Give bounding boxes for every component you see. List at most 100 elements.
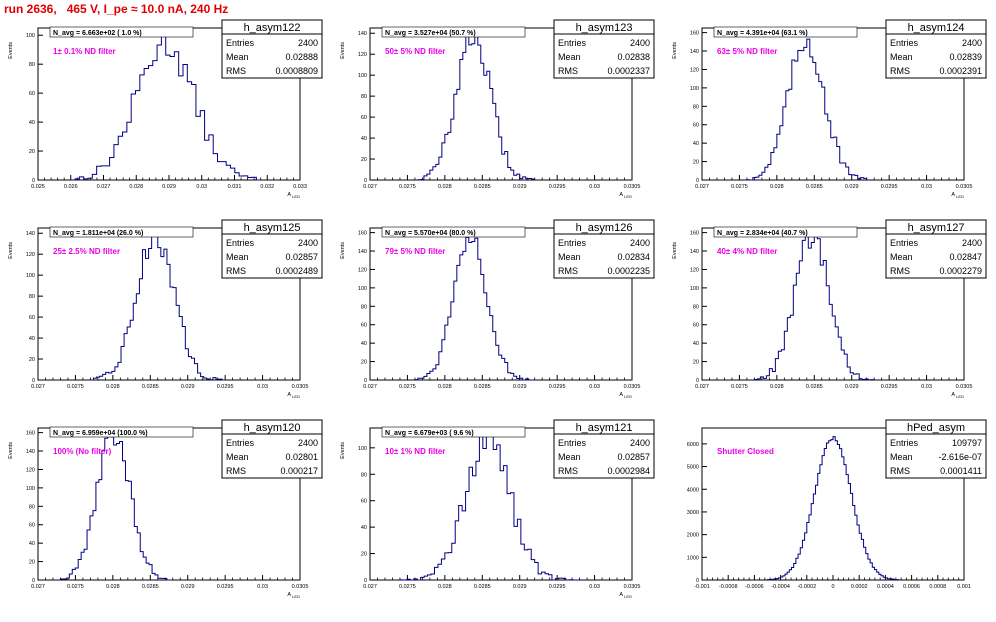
y-tick-label: 120 [26, 252, 35, 258]
stats-key-rms: RMS [226, 66, 246, 76]
stats-key-mean: Mean [558, 52, 581, 62]
histogram-h-asym123: 0.027 0.0275 0.028 0.0285 0.029 0.0295 0.03 0.0… [340, 19, 655, 199]
histogram-h-asym121: 0.027 0.0275 0.028 0.0285 0.029 0.0295 0.03 0.0… [340, 419, 655, 599]
x-tick-label: 0.0275 [399, 384, 416, 390]
pad-3: 0.027 0.0275 0.028 0.0285 0.029 0.0295 0.03 0.0… [664, 19, 996, 220]
stats-value-entries: 2400 [962, 38, 982, 48]
x-tick-label: 0.0305 [624, 384, 641, 390]
x-tick-label: -0.0008 [719, 584, 738, 590]
x-tick-label: 0.029 [181, 384, 195, 390]
x-tick-label: 0.027 [31, 384, 45, 390]
filter-label: 100% (No filter) [53, 447, 112, 456]
x-tick-label: 0.029 [845, 384, 859, 390]
stats-box [885, 219, 987, 279]
y-tick-label: 100 [26, 273, 35, 279]
stats-box [885, 19, 987, 79]
x-tick-label: 0 [831, 584, 834, 590]
stats-key-mean: Mean [890, 452, 913, 462]
stats-value-entries: 2400 [298, 238, 318, 248]
x-tick-label: 0.03 [257, 584, 268, 590]
stats-value-entries: 2400 [962, 238, 982, 248]
pad-6: 0.027 0.0275 0.028 0.0285 0.029 0.0295 0.03 0.0… [664, 219, 996, 420]
y-tick-label: 100 [358, 73, 367, 79]
x-tick-label: 0.0305 [956, 384, 973, 390]
x-tick-label: 0.027 [363, 584, 377, 590]
y-tick-label: 20 [361, 157, 367, 163]
filter-label: 10± 1% ND filter [385, 447, 445, 456]
y-tick-label: 60 [693, 123, 699, 129]
x-tick-label: 0.0305 [956, 184, 973, 190]
x-tick-label: 0.028 [129, 184, 143, 190]
histogram-h-asym120: 0.027 0.0275 0.028 0.0285 0.029 0.0295 0.03 0.0… [8, 419, 323, 599]
stats-value-mean: 0.02834 [617, 252, 650, 262]
y-tick-label: 80 [29, 294, 35, 300]
stats-value-entries: 2400 [630, 38, 650, 48]
histogram-h-asym126: 0.027 0.0275 0.028 0.0285 0.029 0.0295 0.03 0.0… [340, 219, 655, 399]
y-tick-label: 6000 [687, 442, 699, 448]
y-tick-label: 80 [29, 504, 35, 510]
y-tick-label: 5000 [687, 465, 699, 471]
x-tick-label: 0.027 [31, 584, 45, 590]
x-tick-label: 0.0305 [624, 184, 641, 190]
stats-key-entries: Entries [890, 238, 919, 248]
stats-value-entries: 109797 [952, 438, 982, 448]
x-tick-label: 0.032 [260, 184, 274, 190]
stats-key-entries: Entries [558, 38, 587, 48]
histogram-line [70, 30, 261, 181]
stats-title: h_asym127 [908, 222, 965, 234]
y-tick-label: 160 [690, 231, 699, 237]
y-axis-title: Events [8, 442, 14, 459]
stats-value-rms: 0.0008809 [275, 66, 318, 76]
x-tick-label: 0.0275 [399, 584, 416, 590]
stats-value-entries: 2400 [630, 438, 650, 448]
y-axis-title: Events [340, 242, 346, 259]
y-axis-title: Events [672, 42, 678, 59]
y-tick-label: 40 [29, 120, 35, 126]
y-tick-label: 20 [693, 360, 699, 366]
x-tick-label: 0.0295 [881, 384, 898, 390]
y-tick-label: 20 [361, 360, 367, 366]
x-tick-label: 0.027 [695, 184, 709, 190]
y-tick-label: 120 [358, 52, 367, 58]
y-tick-label: 120 [26, 467, 35, 473]
run-title: run 2636, 465 V, I_pe ≈ 10.0 nA, 240 Hz [4, 2, 229, 16]
y-tick-label: 40 [361, 136, 367, 142]
x-tick-label: -0.0006 [745, 584, 764, 590]
x-tick-label: 0.0305 [292, 384, 309, 390]
y-tick-label: 80 [693, 304, 699, 310]
x-tick-label: 0.031 [228, 184, 242, 190]
stats-box [553, 419, 655, 479]
x-tick-label: 0.028 [438, 184, 452, 190]
x-tick-label: 0.027 [97, 184, 111, 190]
pad-7: 0.027 0.0275 0.028 0.0285 0.029 0.0295 0.03 0.0… [0, 419, 332, 620]
y-axis-title: Events [340, 42, 346, 59]
y-tick-label: 40 [361, 525, 367, 531]
y-tick-label: 20 [29, 357, 35, 363]
histogram-h-asym125: 0.027 0.0275 0.028 0.0285 0.029 0.0295 0.03 0.0… [8, 219, 323, 399]
stats-value-rms: 0.0001411 [940, 466, 982, 476]
pad-9: -0.001 -0.0008 -0.0006 -0.0004 -0.0002 0 0.000… [664, 419, 996, 620]
y-tick-label: 140 [26, 231, 35, 237]
navg-box [49, 426, 194, 438]
y-tick-label: 140 [358, 31, 367, 37]
stats-title: h_asym125 [244, 222, 301, 234]
x-axis-title: A LED [619, 592, 632, 599]
pad-5: 0.027 0.0275 0.028 0.0285 0.029 0.0295 0.03 0.0… [332, 219, 664, 420]
y-tick-label: 100 [358, 446, 367, 452]
navg-box [713, 26, 858, 38]
stats-box [221, 19, 323, 79]
stats-value-mean: 0.02888 [285, 52, 318, 62]
histogram-line [59, 428, 173, 581]
histogram-h-asym127: 0.027 0.0275 0.028 0.0285 0.029 0.0295 0.03 0.0… [672, 219, 987, 399]
x-tick-label: 0.0305 [292, 584, 309, 590]
histogram-h-asym122: 0.025 0.026 0.027 0.028 0.029 0.03 0.031 0.032 0… [8, 19, 323, 199]
y-tick-label: 0 [32, 178, 35, 184]
y-tick-label: 120 [690, 67, 699, 73]
y-tick-label: 140 [26, 449, 35, 455]
x-tick-label: 0.028 [106, 584, 120, 590]
x-tick-label: 0.03 [257, 384, 268, 390]
stats-box [885, 419, 987, 479]
stats-key-mean: Mean [226, 52, 249, 62]
stats-key-entries: Entries [226, 438, 255, 448]
stats-value-rms: 0.0002984 [607, 466, 650, 476]
